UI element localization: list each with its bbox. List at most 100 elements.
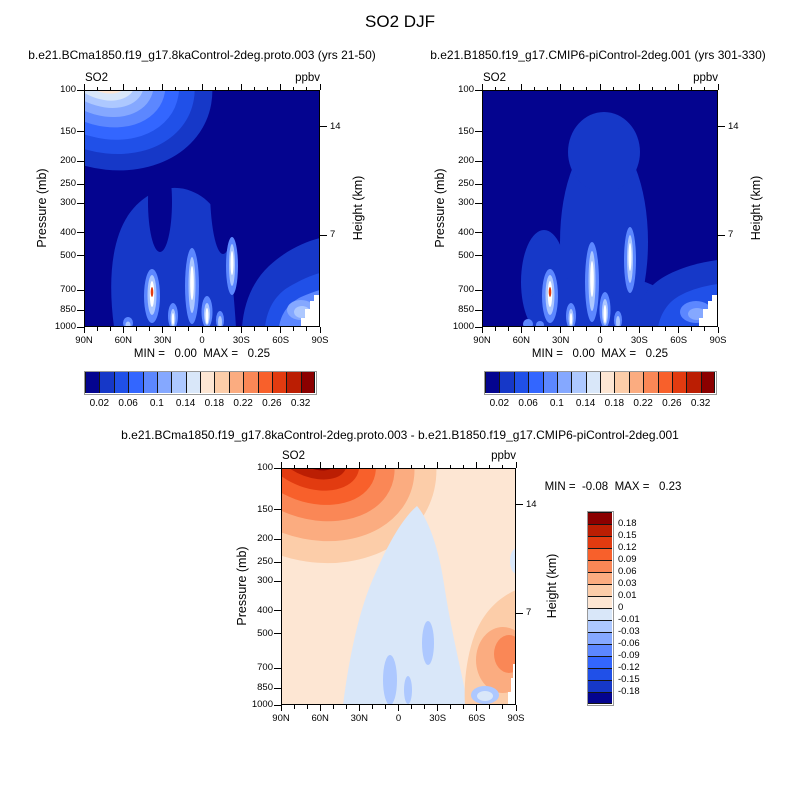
lat-tick — [704, 327, 706, 331]
panel-title-control1: b.e21.BCma1850.f19_g17.8kaControl-2deg.p… — [28, 48, 376, 62]
colorbar-cell — [99, 372, 114, 393]
pressure-tick — [77, 289, 84, 291]
colorbar-cell — [271, 372, 287, 393]
colorbar-cell — [85, 372, 100, 393]
lat-tick — [717, 327, 719, 333]
colorbar-tick-label: 0.26 — [262, 398, 282, 409]
lat-tick — [586, 327, 588, 331]
colorbar-tick-label: 0.18 — [604, 398, 625, 409]
lat-tick — [319, 327, 321, 333]
pressure-tick-label: 400 — [257, 604, 273, 616]
lat-tick-label: 0 — [597, 335, 603, 346]
lat-tick-label: 60S — [670, 335, 688, 346]
pressure-tick — [77, 255, 84, 257]
diff-colorbar-tick-label: 0.06 — [618, 565, 637, 577]
diff-colorbar-cell — [588, 620, 612, 632]
colorbar-cell — [513, 372, 529, 393]
diff-colorbar-tick-label: -0.01 — [618, 613, 640, 625]
height-tick — [516, 612, 523, 614]
pressure-tick — [77, 160, 84, 162]
lat-tick — [437, 705, 439, 711]
diff-colorbar-cell — [588, 608, 612, 620]
colorbar-cell — [128, 372, 143, 393]
colorbar-cell — [113, 372, 129, 393]
lat-tick — [345, 464, 347, 468]
lat-tick — [96, 86, 98, 90]
pressure-tick-label: 500 — [458, 249, 474, 261]
lat-tick — [494, 86, 496, 90]
colorbar-tick-label: 0.1 — [549, 398, 564, 409]
lat-tick — [507, 327, 509, 331]
colorbar-tick-label: 0.1 — [149, 398, 164, 409]
diff-colorbar-cell — [588, 656, 612, 668]
lat-tick — [463, 464, 465, 468]
lat-tick — [280, 462, 282, 468]
diff-colorbar-tick-label: 0.18 — [618, 517, 637, 529]
pressure-tick — [77, 232, 84, 234]
lat-tick — [533, 86, 535, 90]
colorbar-tick-label: 0.26 — [662, 398, 682, 409]
tropical-negative-anomaly — [343, 506, 468, 705]
colorbar-cell — [628, 372, 644, 393]
diff-colorbar-tick-label: 0.15 — [618, 529, 637, 541]
colorbar-tick-label: 0.22 — [233, 398, 253, 409]
colorbar-tick-label: 0.32 — [690, 398, 711, 409]
lat-tick-label: 90N — [272, 713, 290, 724]
lat-tick — [450, 705, 452, 709]
lat-tick — [280, 705, 282, 711]
pressure-tick — [77, 202, 84, 204]
diff-colorbar-tick-label: 0.12 — [618, 541, 637, 553]
colorbar-cell — [614, 372, 629, 393]
diff-colorbar-tick-label: -0.03 — [618, 625, 640, 637]
colorbar-tick-label: 0.14 — [175, 398, 196, 409]
lat-tick — [502, 464, 504, 468]
lat-tick — [547, 86, 549, 90]
lat-tick — [625, 86, 627, 90]
pressure-tick — [475, 202, 482, 204]
pressure-tick-label: 500 — [257, 627, 273, 639]
edge-negative-sliver — [510, 548, 516, 574]
lat-tick — [533, 327, 535, 331]
lat-tick — [306, 705, 308, 709]
diff-colorbar-tick-label: 0.09 — [618, 553, 637, 565]
colorbar-tick-label: 0.02 — [489, 398, 510, 409]
lat-tick — [332, 705, 334, 709]
height-tick — [320, 126, 327, 128]
pressure-tick — [274, 580, 281, 582]
pressure-tick — [274, 687, 281, 689]
lat-tick — [384, 464, 386, 468]
lat-tick-label: 90S — [709, 335, 727, 346]
lat-tick — [319, 84, 321, 90]
lat-tick — [358, 462, 360, 468]
lat-tick — [494, 327, 496, 331]
colorbar-cell — [171, 372, 186, 393]
pressure-tick-label: 200 — [458, 155, 474, 167]
lat-tick — [122, 84, 124, 90]
colorbar-tick-label: 0.32 — [290, 398, 311, 409]
height-axis-title: Height (km) — [545, 553, 559, 619]
lat-tick-label: 60S — [272, 335, 290, 346]
lat-tick — [214, 86, 216, 90]
lat-tick — [188, 327, 190, 331]
lat-tick — [691, 86, 693, 90]
lat-tick — [280, 327, 282, 333]
lat-tick — [520, 84, 522, 90]
diff-colorbar-cell — [588, 572, 612, 584]
southern-positive-anomaly — [464, 590, 516, 705]
lat-tick — [520, 327, 522, 333]
pressure-tick-label: 850 — [60, 304, 76, 316]
colorbar-cell — [643, 372, 658, 393]
pressure-tick-label: 150 — [60, 125, 76, 137]
lat-tick — [704, 86, 706, 90]
height-tick-label: 7 — [728, 229, 734, 241]
lat-tick — [586, 86, 588, 90]
lat-tick — [201, 84, 203, 90]
lat-tick — [489, 464, 491, 468]
panel-title-difference: b.e21.BCma1850.f19_g17.8kaControl-2deg.p… — [121, 428, 679, 442]
lat-tick-label: 90N — [473, 335, 491, 346]
antarctic-negative-blob — [471, 686, 499, 704]
contour-field-control1 — [84, 90, 320, 327]
pressure-tick-label: 200 — [257, 533, 273, 545]
pressure-tick — [274, 667, 281, 669]
diff-colorbar-tick-label: -0.12 — [618, 661, 640, 673]
